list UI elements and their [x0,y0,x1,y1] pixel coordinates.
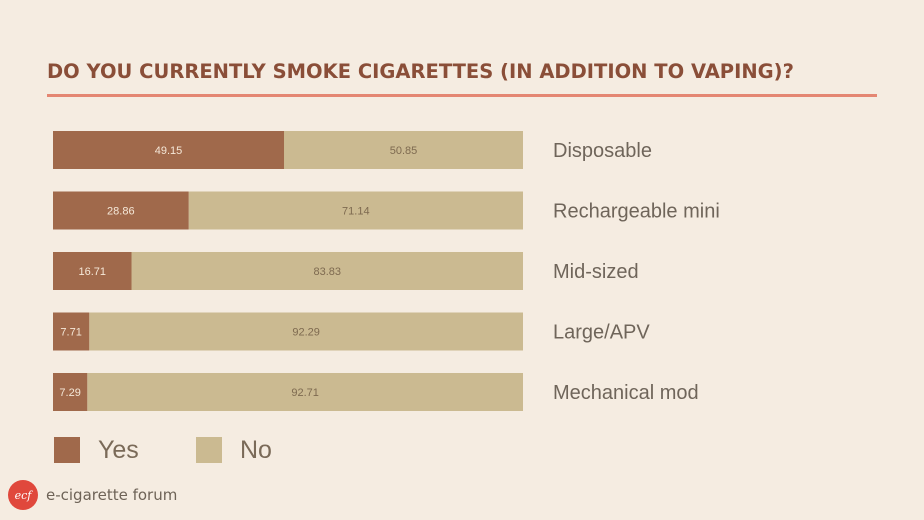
category-label-4: Mechanical mod [553,382,699,404]
brand-name: e-cigarette forum [46,486,178,504]
data-label-no-2: 83.83 [314,266,342,278]
bar-no-0 [284,131,523,169]
stacked-bar-chart: 49.15 50.85 Disposable 28.86 71.14 Rechargeab… [53,131,720,411]
bar-yes-4 [53,373,88,411]
title-divider [47,94,877,97]
legend-swatch-no [196,437,222,463]
category-label-0: Disposable [553,140,652,162]
data-label-no-0: 50.85 [390,145,418,157]
brand: ecf e-cigarette forum [8,480,177,510]
data-label-yes-0: 49.15 [155,145,183,157]
data-label-yes-3: 7.71 [60,327,81,339]
bar-yes-2 [53,252,132,290]
legend-item-yes: Yes [54,435,139,464]
category-label-3: Large/APV [553,322,650,344]
data-label-yes-4: 7.29 [59,387,80,399]
data-label-no-3: 92.29 [292,327,320,339]
bar-no-4 [87,373,523,411]
bar-no-3 [89,312,523,351]
legend-label-yes: Yes [98,435,139,464]
bar-no-2 [131,252,524,290]
category-label-2: Mid-sized [553,261,639,283]
bar-yes-0 [53,131,285,169]
bar-yes-3 [53,312,90,351]
data-label-yes-2: 16.71 [79,266,107,278]
data-label-yes-1: 28.86 [107,206,135,218]
bar-no-1 [188,191,523,230]
legend-swatch-yes [54,437,80,463]
chart-title: DO YOU CURRENTLY SMOKE CIGARETTES (IN AD… [47,60,794,83]
legend-item-no: No [196,435,272,464]
legend-label-no: No [240,435,272,464]
data-label-no-1: 71.14 [342,206,370,218]
ecf-logo-icon: ecf [8,480,38,510]
category-label-1: Rechargeable mini [553,201,720,223]
data-label-no-4: 92.71 [291,387,319,399]
bar-yes-1 [53,191,189,230]
